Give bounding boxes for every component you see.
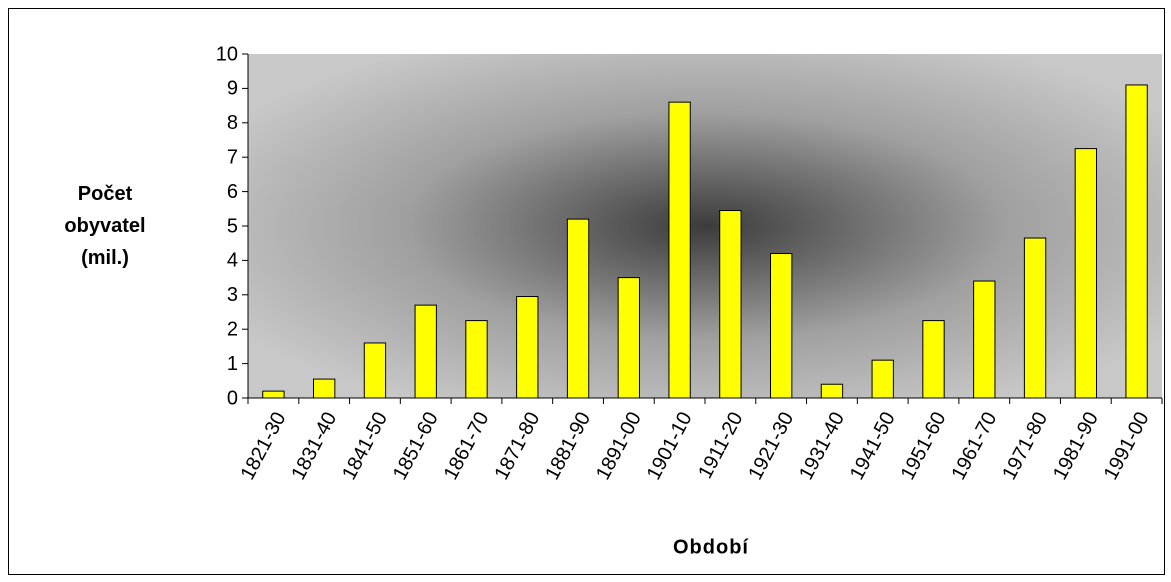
y-tick-label: 3 [227, 284, 238, 306]
bar [871, 359, 894, 399]
x-axis-label: Období [673, 536, 749, 558]
bar [668, 101, 691, 399]
bar [1023, 237, 1047, 399]
y-tick-label: 8 [227, 112, 238, 134]
bar [516, 296, 539, 399]
bar [770, 253, 793, 399]
y-tick-label: 9 [227, 78, 238, 100]
y-tick-label: 1 [227, 353, 238, 375]
bar [617, 277, 640, 399]
bar [363, 342, 387, 399]
y-tick-label: 6 [227, 181, 238, 203]
y-tick-label: 4 [227, 250, 238, 272]
y-tick-label: 7 [227, 146, 238, 168]
bar [1074, 148, 1097, 399]
bar [820, 383, 844, 399]
bar [1125, 84, 1148, 399]
bar [566, 218, 590, 399]
plot-area [248, 54, 1162, 398]
bar [973, 280, 996, 399]
bar [262, 390, 285, 399]
bar [922, 320, 945, 399]
bar [414, 304, 437, 399]
y-tick-label: 5 [227, 215, 238, 237]
y-tick-label: 10 [216, 43, 238, 65]
y-tick-label: 0 [227, 387, 238, 409]
bar [313, 378, 336, 399]
bar [465, 320, 488, 399]
y-tick-label: 2 [227, 318, 238, 340]
y-axis-label: Počet obyvatel (mil.) [64, 183, 146, 269]
bar [719, 210, 742, 399]
